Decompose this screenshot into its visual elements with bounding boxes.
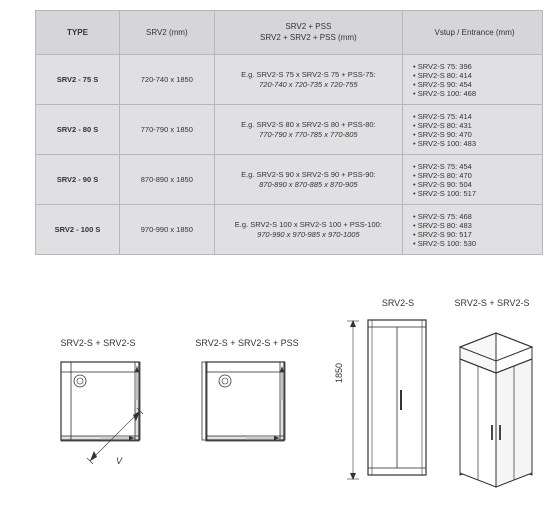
header-combo: SRV2 + PSS SRV2 + SRV2 + PSS (mm): [214, 11, 402, 55]
combo-l2: 770-790 x 770-785 x 770-805: [259, 130, 357, 139]
header-combo-l1: SRV2 + PSS: [285, 22, 331, 31]
table-header-row: TYPE SRV2 (mm) SRV2 + PSS SRV2 + SRV2 + …: [36, 11, 543, 55]
cell-entry: • SRV2-S 75: 396 • SRV2-S 80: 414 • SRV2…: [403, 55, 543, 105]
entry-line: • SRV2-S 90: 517: [413, 230, 536, 239]
entry-line: • SRV2-S 80: 483: [413, 221, 536, 230]
entry-line: • SRV2-S 80: 470: [413, 171, 536, 180]
table-row: SRV2 - 75 S 720-740 x 1850 E.g. SRV2-S 7…: [36, 55, 543, 105]
entry-line: • SRV2-S 100: 483: [413, 139, 536, 148]
combo-l1: E.g. SRV2-S 80 x SRV2-S 80 + PSS-80:: [241, 120, 376, 129]
entry-line: • SRV2-S 100: 468: [413, 89, 536, 98]
elev2-diagram: [448, 315, 543, 490]
plan1-diagram: [55, 356, 155, 476]
cell-combo: E.g. SRV2-S 100 x SRV2-S 100 + PSS-100: …: [214, 205, 402, 255]
cell-type: SRV2 - 75 S: [36, 55, 120, 105]
cell-type: SRV2 - 100 S: [36, 205, 120, 255]
spec-table-container: TYPE SRV2 (mm) SRV2 + PSS SRV2 + SRV2 + …: [0, 0, 555, 255]
combo-l1: E.g. SRV2-S 75 x SRV2-S 75 + PSS-75:: [241, 70, 376, 79]
v-label: V: [113, 456, 125, 466]
entry-line: • SRV2-S 100: 517: [413, 189, 536, 198]
plan1-label: SRV2-S + SRV2-S: [48, 338, 148, 348]
header-entry: Vstup / Entrance (mm): [403, 11, 543, 55]
entry-line: • SRV2-S 80: 431: [413, 121, 536, 130]
spec-table: TYPE SRV2 (mm) SRV2 + PSS SRV2 + SRV2 + …: [35, 10, 543, 255]
elev1-diagram: [363, 315, 433, 490]
cell-combo: E.g. SRV2-S 75 x SRV2-S 75 + PSS-75: 720…: [214, 55, 402, 105]
entry-line: • SRV2-S 75: 414: [413, 112, 536, 121]
cell-combo: E.g. SRV2-S 90 x SRV2-S 90 + PSS-90: 870…: [214, 155, 402, 205]
height-dim-line: [347, 320, 359, 480]
entry-line: • SRV2-S 75: 454: [413, 162, 536, 171]
table-row: SRV2 - 80 S 770-790 x 1850 E.g. SRV2-S 8…: [36, 105, 543, 155]
combo-l2: 870-890 x 870-885 x 870-905: [259, 180, 357, 189]
entry-line: • SRV2-S 80: 414: [413, 71, 536, 80]
combo-l2: 970-990 x 970-985 x 970-1005: [257, 230, 360, 239]
cell-entry: • SRV2-S 75: 454 • SRV2-S 80: 470 • SRV2…: [403, 155, 543, 205]
cell-combo: E.g. SRV2-S 80 x SRV2-S 80 + PSS-80: 770…: [214, 105, 402, 155]
plan2-label: SRV2-S + SRV2-S + PSS: [182, 338, 312, 348]
cell-type: SRV2 - 90 S: [36, 155, 120, 205]
height-label: 1850: [334, 353, 344, 393]
cell-srv2: 870-890 x 1850: [119, 155, 214, 205]
table-row: SRV2 - 90 S 870-890 x 1850 E.g. SRV2-S 9…: [36, 155, 543, 205]
cell-srv2: 770-790 x 1850: [119, 105, 214, 155]
plan2-diagram: [200, 356, 300, 476]
entry-line: • SRV2-S 90: 504: [413, 180, 536, 189]
header-combo-l2: SRV2 + SRV2 + PSS (mm): [260, 33, 357, 42]
table-body: SRV2 - 75 S 720-740 x 1850 E.g. SRV2-S 7…: [36, 55, 543, 255]
combo-l2: 720-740 x 720-735 x 720-755: [259, 80, 357, 89]
cell-entry: • SRV2-S 75: 468 • SRV2-S 80: 483 • SRV2…: [403, 205, 543, 255]
cell-entry: • SRV2-S 75: 414 • SRV2-S 80: 431 • SRV2…: [403, 105, 543, 155]
cell-srv2: 720-740 x 1850: [119, 55, 214, 105]
elev1-label: SRV2-S: [368, 298, 428, 308]
entry-line: • SRV2-S 90: 470: [413, 130, 536, 139]
cell-type: SRV2 - 80 S: [36, 105, 120, 155]
entry-line: • SRV2-S 75: 468: [413, 212, 536, 221]
elev2-label: SRV2-S + SRV2-S: [442, 298, 542, 308]
header-type: TYPE: [36, 11, 120, 55]
diagrams-area: SRV2-S SRV2-S + SRV2-S SRV2-S + SRV2-S S…: [0, 298, 555, 505]
combo-l1: E.g. SRV2-S 90 x SRV2-S 90 + PSS-90:: [241, 170, 376, 179]
entry-line: • SRV2-S 90: 454: [413, 80, 536, 89]
entry-line: • SRV2-S 75: 396: [413, 62, 536, 71]
entry-line: • SRV2-S 100: 530: [413, 239, 536, 248]
combo-l1: E.g. SRV2-S 100 x SRV2-S 100 + PSS-100:: [235, 220, 382, 229]
table-row: SRV2 - 100 S 970-990 x 1850 E.g. SRV2-S …: [36, 205, 543, 255]
cell-srv2: 970-990 x 1850: [119, 205, 214, 255]
header-srv2: SRV2 (mm): [119, 11, 214, 55]
